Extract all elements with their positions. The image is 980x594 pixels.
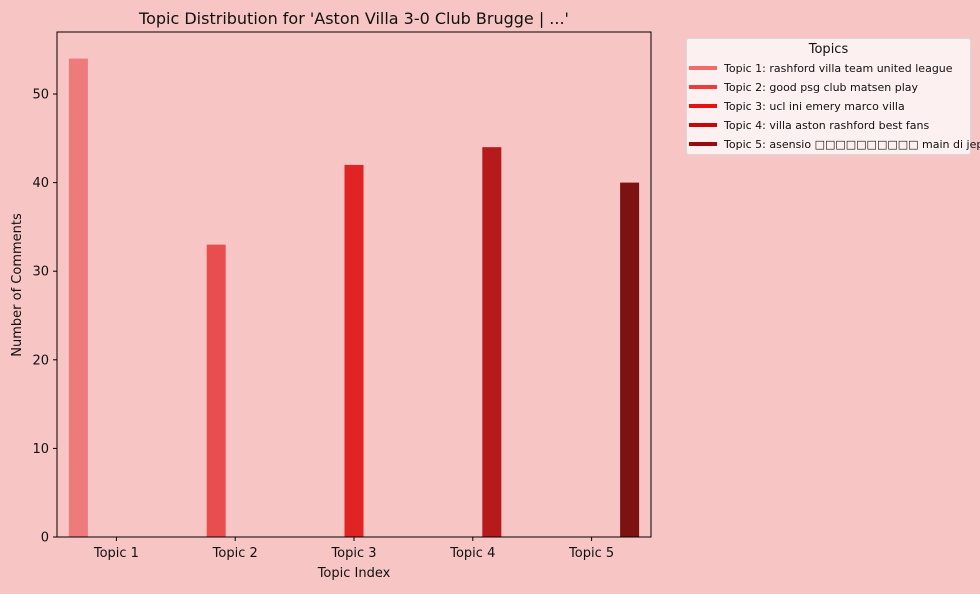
chart-title: Topic Distribution for 'Aston Villa 3-0 … bbox=[138, 9, 569, 28]
x-tick-label: Topic 1 bbox=[93, 546, 139, 561]
legend-swatch bbox=[689, 123, 717, 127]
legend-swatch bbox=[689, 142, 717, 146]
legend: Topics Topic 1: rashford villa team unit… bbox=[686, 38, 980, 155]
legend-title: Topics bbox=[808, 42, 849, 57]
bar-topic-3 bbox=[344, 164, 364, 538]
legend-swatch bbox=[689, 104, 717, 108]
x-tick-label: Topic 4 bbox=[449, 546, 495, 561]
x-tick-label: Topic 5 bbox=[568, 546, 614, 561]
legend-item: Topic 3: ucl ini emery marco villa bbox=[689, 98, 905, 114]
x-axis-label: Topic Index bbox=[317, 566, 391, 581]
bar-topic-2 bbox=[206, 244, 226, 537]
y-tick-label: 10 bbox=[32, 442, 49, 457]
legend-label: Topic 2: good psg club matsen play bbox=[724, 80, 919, 94]
plot-frame bbox=[56, 31, 652, 538]
legend-item: Topic 5: asensio □□□□□□□□□□ main di jepe bbox=[689, 136, 980, 152]
legend-swatch bbox=[689, 66, 717, 70]
legend-label: Topic 3: ucl ini emery marco villa bbox=[724, 99, 905, 113]
legend-item: Topic 2: good psg club matsen play bbox=[689, 79, 918, 95]
x-tick-label: Topic 2 bbox=[212, 546, 258, 561]
bar-topic-1 bbox=[68, 58, 88, 537]
y-axis-label: Number of Comments bbox=[10, 213, 25, 357]
y-tick-label: 30 bbox=[32, 265, 49, 280]
legend-item: Topic 4: villa aston rashford best fans bbox=[689, 117, 929, 133]
y-tick-label: 0 bbox=[41, 531, 49, 546]
x-tick-label: Topic 3 bbox=[330, 546, 376, 561]
legend-label: Topic 4: villa aston rashford best fans bbox=[724, 118, 930, 132]
bar-topic-4 bbox=[482, 147, 502, 537]
legend-item: Topic 1: rashford villa team united leag… bbox=[689, 60, 953, 76]
y-tick-label: 50 bbox=[32, 88, 49, 103]
bar-topic-5 bbox=[620, 182, 640, 538]
legend-label: Topic 5: asensio □□□□□□□□□□ main di jepe bbox=[724, 137, 980, 151]
legend-label: Topic 1: rashford villa team united leag… bbox=[724, 61, 953, 75]
legend-swatch bbox=[689, 85, 717, 89]
y-tick-label: 20 bbox=[32, 353, 49, 368]
y-tick-label: 40 bbox=[32, 176, 49, 191]
